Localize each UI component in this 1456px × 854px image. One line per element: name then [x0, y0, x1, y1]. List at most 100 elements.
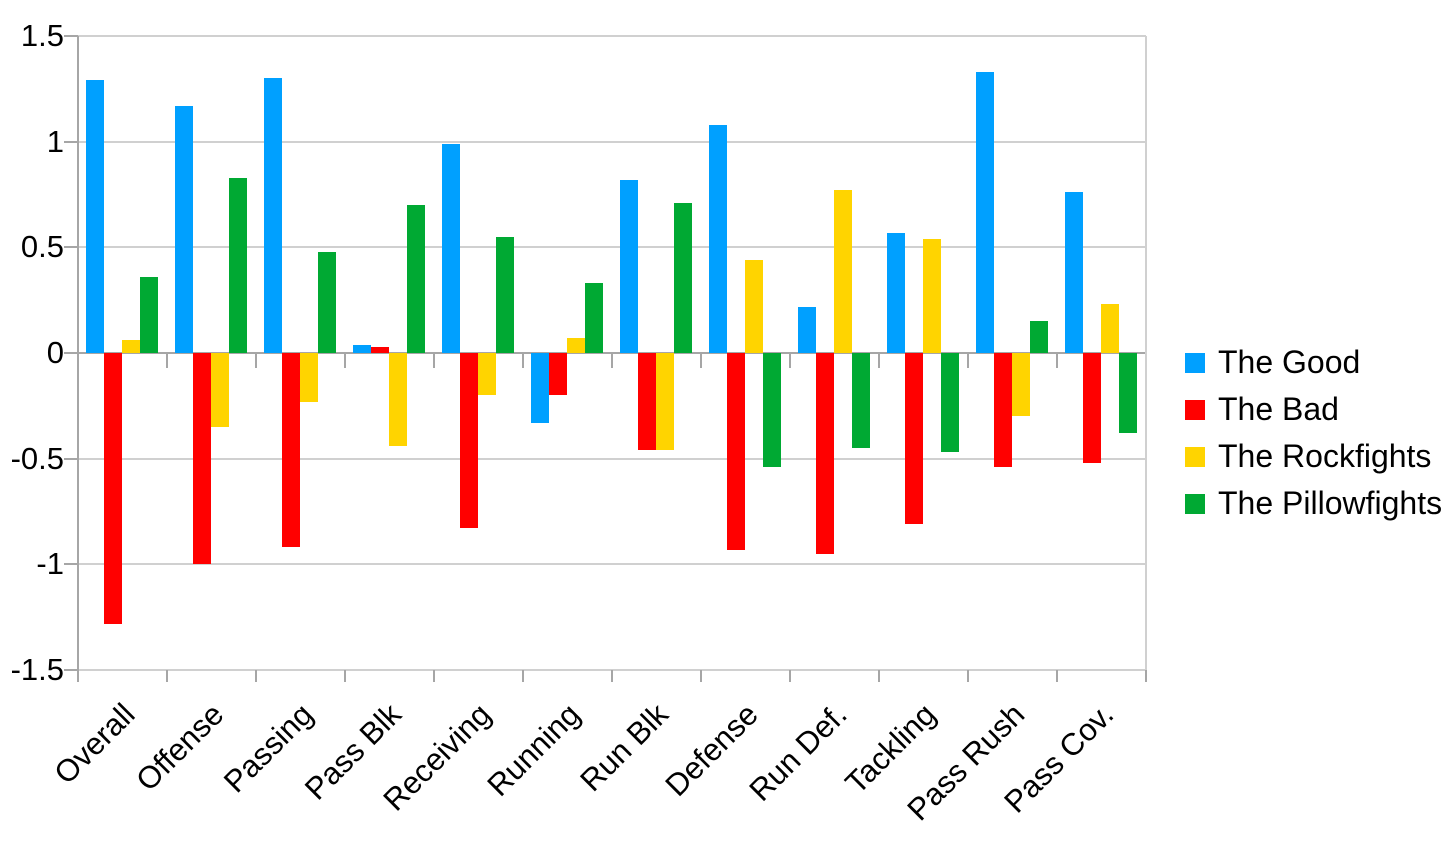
- x-axis-tick: [967, 353, 969, 368]
- y-axis-tick: [64, 140, 78, 143]
- gridline: [78, 457, 1146, 460]
- bar-the-pillowfights: [1030, 321, 1048, 353]
- bar-the-rockfights: [389, 353, 407, 446]
- bar-the-pillowfights: [941, 353, 959, 453]
- x-axis-bottom-tick: [611, 670, 613, 682]
- bar-the-good: [798, 306, 816, 353]
- y-tick-label: -1: [36, 546, 64, 582]
- bar-the-good: [976, 71, 994, 353]
- bar-the-rockfights: [567, 338, 585, 353]
- bar-the-rockfights: [122, 340, 140, 353]
- category-label: Running: [479, 696, 587, 803]
- bar-the-rockfights: [745, 260, 763, 353]
- bar-the-pillowfights: [852, 353, 870, 449]
- legend-label-the-pillowfights: The Pillowfights: [1218, 485, 1443, 521]
- bar-the-bad: [193, 353, 211, 565]
- bar-the-bad: [905, 353, 923, 525]
- bar-the-good: [86, 80, 104, 353]
- legend: The Good The Bad The Rockfights The Pill…: [1185, 339, 1442, 527]
- bar-the-pillowfights: [496, 236, 514, 353]
- x-axis-tick: [522, 353, 524, 368]
- y-axis-tick: [64, 352, 78, 354]
- bar-the-pillowfights: [407, 205, 425, 353]
- category-label: Overall: [47, 696, 142, 791]
- legend-label-the-rockfights: The Rockfights: [1218, 438, 1432, 474]
- bar-the-rockfights: [656, 353, 674, 451]
- y-axis-tick: [64, 457, 78, 460]
- legend-item-the-rockfights: The Rockfights: [1185, 433, 1442, 480]
- bar-the-pillowfights: [674, 202, 692, 353]
- bar-the-pillowfights: [763, 353, 781, 468]
- legend-swatch-the-rockfights: [1185, 446, 1205, 467]
- x-axis-tick: [344, 353, 346, 368]
- bar-the-rockfights: [478, 353, 496, 396]
- bar-the-bad: [1083, 353, 1101, 463]
- x-axis-bottom-tick: [255, 670, 257, 682]
- x-axis-tick: [700, 353, 702, 368]
- legend-swatch-the-good: [1185, 352, 1205, 373]
- x-axis-tick: [611, 353, 613, 368]
- plot-right-border: [1145, 36, 1147, 682]
- bar-the-bad: [727, 353, 745, 550]
- category-label: Run Blk: [573, 696, 676, 799]
- y-tick-label: -0.5: [10, 440, 64, 476]
- bar-the-pillowfights: [1119, 353, 1137, 434]
- legend-item-the-good: The Good: [1185, 339, 1442, 386]
- bar-the-bad: [460, 353, 478, 529]
- bar-the-rockfights: [1101, 304, 1119, 353]
- x-axis-bottom-tick: [878, 670, 880, 682]
- bar-the-good: [175, 105, 193, 353]
- bar-the-good: [709, 124, 727, 353]
- bar-the-bad: [638, 353, 656, 451]
- bar-the-bad: [282, 353, 300, 548]
- bar-the-rockfights: [1012, 353, 1030, 417]
- x-axis-bottom-tick: [344, 670, 346, 682]
- x-axis-bottom-tick: [166, 670, 168, 682]
- category-label: Run Def.: [742, 696, 854, 808]
- bar-the-good: [1065, 192, 1083, 353]
- x-axis-bottom-tick: [789, 670, 791, 682]
- y-axis-tick: [64, 563, 78, 566]
- x-axis-tick: [878, 353, 880, 368]
- x-axis-bottom-tick: [433, 670, 435, 682]
- x-axis-tick: [789, 353, 791, 368]
- y-tick-label: 1.5: [20, 18, 64, 53]
- legend-item-the-pillowfights: The Pillowfights: [1185, 480, 1442, 527]
- y-tick-label: 0: [46, 335, 64, 370]
- legend-label-the-good: The Good: [1218, 344, 1361, 380]
- bar-the-bad: [104, 353, 122, 624]
- bar-the-bad: [816, 353, 834, 554]
- bar-the-pillowfights: [229, 177, 247, 353]
- x-axis-bottom-tick: [1056, 670, 1058, 682]
- bar-the-bad: [994, 353, 1012, 468]
- gridline: [78, 35, 1146, 37]
- bar-the-good: [887, 232, 905, 353]
- x-axis-tick: [255, 353, 257, 368]
- gridline: [78, 563, 1146, 566]
- bar-the-good: [531, 353, 549, 423]
- legend-swatch-the-pillowfights: [1185, 493, 1205, 514]
- x-axis-tick: [433, 353, 435, 368]
- category-label: Offense: [129, 696, 231, 798]
- y-tick-label: 0.5: [20, 229, 64, 265]
- bar-the-rockfights: [834, 190, 852, 353]
- bar-the-pillowfights: [140, 276, 158, 353]
- x-axis-tick: [1056, 353, 1058, 368]
- legend-label-the-bad: The Bad: [1218, 391, 1339, 427]
- bar-the-good: [264, 78, 282, 353]
- y-axis-tick: [64, 246, 78, 249]
- legend-item-the-bad: The Bad: [1185, 386, 1442, 433]
- bar-the-rockfights: [211, 353, 229, 427]
- gridline: [78, 140, 1146, 143]
- y-tick-label: 1: [46, 123, 64, 159]
- y-axis-line: [77, 36, 79, 682]
- bar-the-bad: [371, 346, 389, 353]
- bar-the-good: [353, 344, 371, 353]
- x-axis-bottom-tick: [700, 670, 702, 682]
- y-axis-tick: [64, 35, 78, 37]
- bar-the-bad: [549, 353, 567, 396]
- bar-the-rockfights: [923, 238, 941, 353]
- x-axis-bottom-tick: [967, 670, 969, 682]
- bar-the-rockfights: [300, 353, 318, 402]
